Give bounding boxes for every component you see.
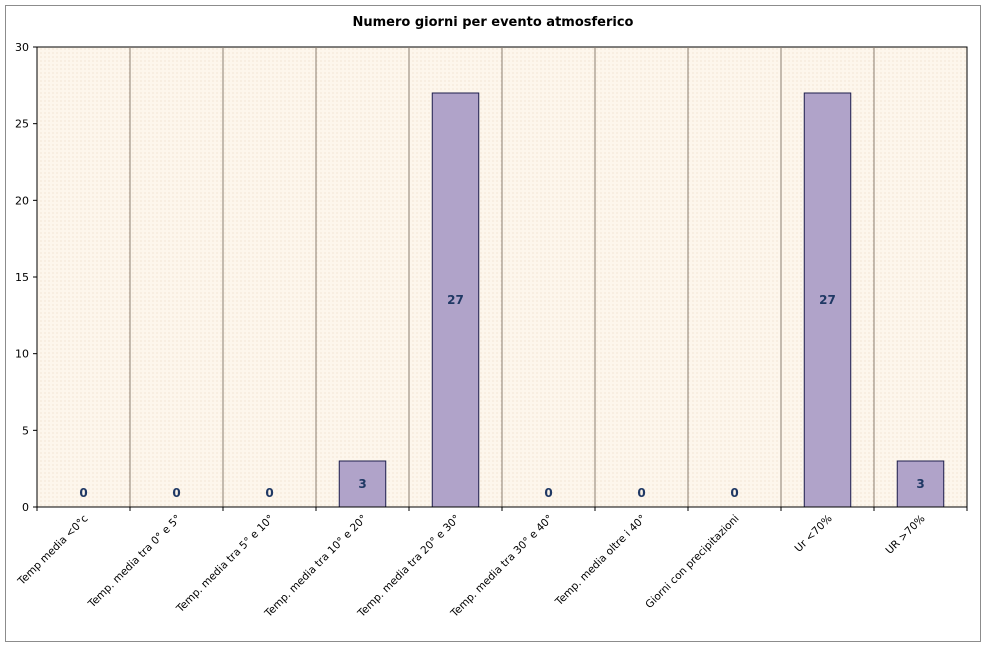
y-tick-label: 25	[15, 118, 29, 131]
x-category-label: Temp. media tra 0° e 5°	[85, 513, 183, 611]
y-tick-label: 5	[22, 424, 29, 437]
data-label: 0	[79, 486, 87, 500]
x-category-label: Giorni con precipitazioni	[643, 513, 741, 611]
data-label: 27	[819, 293, 836, 307]
x-category-label: Temp media <0°c	[15, 512, 91, 588]
y-tick-label: 15	[15, 271, 29, 284]
chart-title: Numero giorni per evento atmosferico	[352, 15, 634, 30]
y-tick-label: 30	[15, 41, 29, 54]
data-label: 0	[265, 486, 273, 500]
x-category-label: Temp. media tra 30° e 40°	[448, 513, 556, 621]
data-label: 0	[544, 486, 552, 500]
y-tick-label: 10	[15, 348, 29, 361]
y-tick-label: 0	[22, 501, 29, 514]
data-label: 0	[172, 486, 180, 500]
x-category-label: UR >70%	[883, 513, 927, 557]
data-label: 27	[447, 293, 464, 307]
x-category-label: Temp. media tra 20° e 30°	[355, 513, 463, 621]
x-category-label: Temp. media tra 10° e 20°	[262, 513, 370, 621]
bar	[803, 92, 852, 508]
data-label: 0	[637, 486, 645, 500]
data-label: 3	[358, 477, 366, 491]
x-category-label: Temp. media oltre i 40°	[553, 513, 649, 609]
bar	[431, 92, 480, 508]
bar	[338, 460, 387, 508]
data-label: 0	[730, 486, 738, 500]
y-tick-label: 20	[15, 194, 29, 207]
data-label: 3	[916, 477, 924, 491]
x-category-label: Temp. media tra 5° e 10°	[174, 513, 277, 616]
x-category-label: Ur <70%	[793, 513, 835, 555]
